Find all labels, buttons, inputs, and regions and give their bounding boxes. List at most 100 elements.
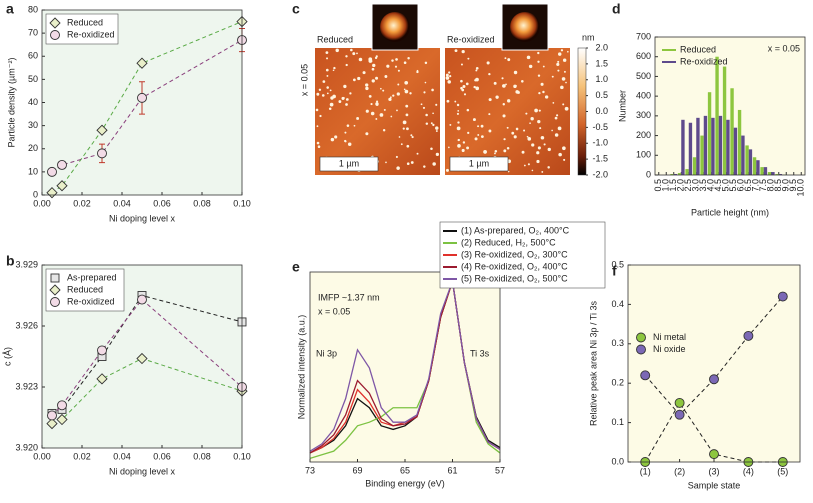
particle — [565, 81, 567, 84]
particle — [560, 49, 564, 52]
particle — [410, 134, 413, 137]
particle — [396, 92, 400, 96]
particle — [507, 99, 511, 103]
particle — [448, 71, 451, 74]
particle — [463, 93, 467, 96]
particle — [560, 85, 564, 90]
plot-area — [655, 37, 805, 175]
marker-group — [777, 291, 788, 302]
particle — [362, 71, 366, 75]
particle — [384, 75, 388, 78]
particle — [529, 122, 531, 125]
particle — [321, 94, 325, 97]
particle — [356, 117, 360, 120]
colorbar — [577, 47, 587, 176]
particle — [403, 61, 407, 64]
particle — [547, 147, 551, 152]
marker — [47, 410, 57, 421]
particle — [371, 67, 375, 71]
panel-label: e — [292, 259, 300, 275]
y-tick-label: 10 — [28, 166, 38, 176]
y-tick-label: 20 — [28, 143, 38, 153]
particle — [514, 84, 517, 87]
particle — [404, 89, 409, 94]
plot-frame — [41, 264, 243, 449]
particle — [370, 102, 373, 106]
panel-label: c — [292, 1, 300, 17]
particle — [477, 125, 480, 128]
annotation: IMFP ~1.37 nm — [318, 292, 380, 302]
y-axis-label: Relative peak area Ni 3p / Ti 3s — [588, 300, 598, 426]
particle — [466, 108, 470, 112]
particle — [410, 161, 414, 164]
particle — [329, 89, 332, 92]
particle — [456, 126, 461, 131]
particle — [562, 146, 566, 151]
bar — [760, 167, 764, 175]
particle — [493, 81, 497, 85]
particle — [526, 55, 531, 60]
particle — [396, 166, 400, 170]
annotation: Ti 3s — [470, 348, 490, 358]
particle — [457, 110, 460, 112]
particle — [375, 118, 378, 120]
particle — [537, 74, 541, 77]
x-tick-label: 73 — [305, 465, 315, 475]
particle — [350, 48, 353, 52]
bar — [707, 92, 712, 175]
plot-frame — [41, 9, 243, 196]
marker-group — [56, 180, 68, 192]
colorbar-tick-label: -1.5 — [592, 154, 608, 164]
x-axis-label: Binding energy (eV) — [365, 478, 445, 488]
marker — [136, 352, 148, 365]
particle — [480, 135, 484, 139]
particle — [345, 63, 348, 67]
marker — [46, 187, 58, 199]
particle — [392, 94, 395, 97]
bar — [745, 145, 749, 175]
particle — [332, 69, 335, 72]
marker-group — [674, 409, 685, 420]
x-tick-label: 1.0 — [661, 179, 671, 192]
particle — [541, 171, 544, 173]
annotation: x = 0.05 — [768, 43, 800, 53]
particle — [372, 63, 376, 68]
marker — [777, 291, 788, 302]
colorbar-tick-label: -2.0 — [592, 169, 608, 179]
marker — [57, 159, 67, 170]
bar — [733, 127, 738, 175]
colorbar-unit: nm — [582, 32, 595, 42]
particle — [365, 109, 369, 113]
particle — [475, 66, 479, 70]
particle — [431, 88, 434, 92]
y-tick-label: 30 — [28, 120, 38, 130]
marker — [636, 332, 646, 343]
particle — [521, 150, 525, 154]
marker — [47, 166, 57, 177]
x-tick-label: 0.08 — [193, 198, 211, 208]
particle — [432, 162, 436, 166]
x-tick-label: 61 — [447, 465, 457, 475]
bar — [715, 56, 719, 175]
particle — [503, 149, 507, 153]
particle — [383, 108, 386, 111]
marker — [97, 148, 107, 159]
marker — [743, 330, 754, 341]
particle — [542, 65, 545, 68]
bar — [722, 66, 727, 175]
particle — [356, 52, 358, 55]
particle — [505, 83, 507, 86]
particle — [397, 69, 400, 72]
particle — [460, 63, 463, 66]
particle — [335, 48, 339, 53]
particle — [467, 57, 470, 60]
particle — [317, 145, 321, 148]
x-tick-label: 5.5 — [728, 179, 738, 192]
x-tick-label: 0.04 — [113, 451, 131, 461]
colorbar-tick-label: 1.0 — [595, 74, 608, 84]
particle — [562, 103, 565, 106]
particle — [480, 124, 484, 128]
inset-particle — [510, 12, 540, 42]
y-tick-label: 100 — [636, 150, 651, 160]
particle — [454, 100, 457, 103]
